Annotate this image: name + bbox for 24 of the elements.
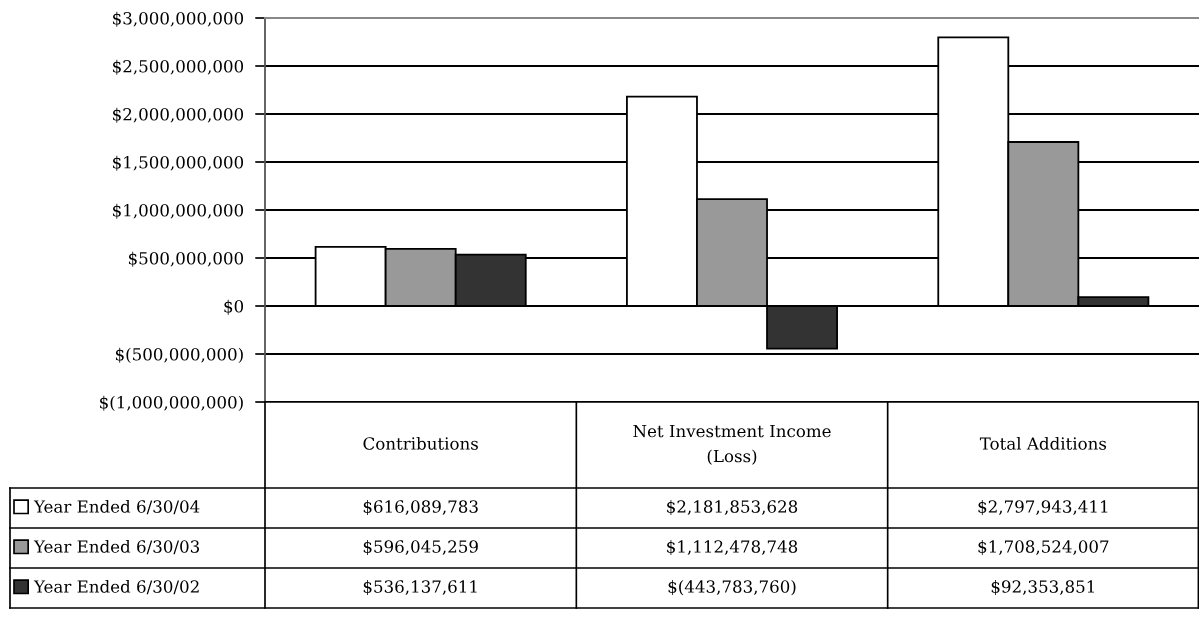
data-label: $2,181,853,628 bbox=[667, 499, 798, 516]
data-label: $596,045,259 bbox=[363, 539, 478, 556]
x-tick-label: Net Investment Income (Loss) bbox=[633, 424, 831, 465]
y-tick-label: $1,000,000,000 bbox=[113, 203, 244, 219]
x-tick-label: Contributions bbox=[363, 436, 478, 450]
y-tick-label: $500,000,000 bbox=[128, 251, 244, 267]
legend-label: Year Ended 6/30/04 bbox=[33, 499, 200, 515]
legend-label: Year Ended 6/30/02 bbox=[33, 579, 199, 595]
data-label: $2,797,943,411 bbox=[978, 499, 1108, 516]
data-label: $(443,783,760) bbox=[668, 579, 796, 596]
y-tick-label: $0 bbox=[224, 299, 244, 315]
y-tick-label: $(1,000,000,000) bbox=[100, 395, 243, 411]
y-tick-label: $2,500,000,000 bbox=[113, 59, 244, 75]
data-label: $616,089,783 bbox=[363, 499, 478, 516]
legend-label: Year Ended 6/30/03 bbox=[33, 539, 200, 555]
x-tick-label: Total Additions bbox=[979, 436, 1107, 450]
data-label: $1,112,478,748 bbox=[667, 539, 798, 556]
data-label: $1,708,524,007 bbox=[978, 539, 1109, 556]
y-tick-label: $3,000,000,000 bbox=[113, 11, 244, 27]
data-label: $536,137,611 bbox=[363, 579, 477, 596]
y-tick-label: $2,000,000,000 bbox=[113, 107, 244, 123]
y-tick-label: $1,500,000,000 bbox=[113, 155, 244, 171]
data-label: $92,353,851 bbox=[991, 579, 1094, 596]
y-tick-label: $(500,000,000) bbox=[115, 347, 243, 363]
